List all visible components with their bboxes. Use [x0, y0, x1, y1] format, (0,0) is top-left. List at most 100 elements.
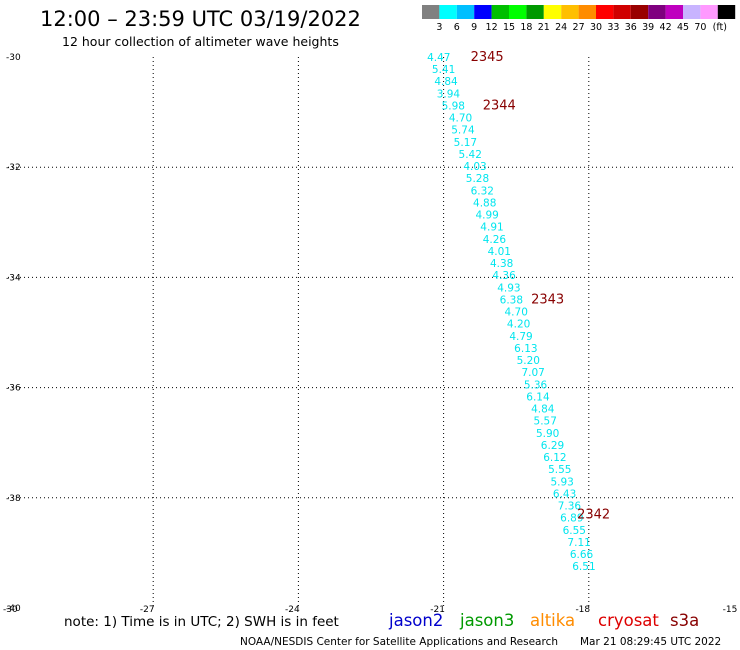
x-tick-label: -18	[575, 605, 590, 615]
y-tick-label: -34	[6, 273, 21, 283]
colorbar-label: 30	[590, 22, 602, 33]
colorbar-label: 3	[436, 22, 442, 33]
wave-height-value: 6.13	[514, 343, 537, 355]
time-labels: 2345 2344 2343 2342	[471, 50, 611, 522]
wave-height-value: 4.01	[488, 246, 511, 258]
wave-height-value: 4.03	[463, 161, 486, 173]
wave-height-value: 6.43	[553, 488, 576, 500]
credit-text: NOAA/NESDIS Center for Satellite Applica…	[240, 636, 558, 648]
wave-height-value: 6.38	[500, 294, 523, 306]
colorbar-label: 27	[573, 22, 585, 33]
wave-height-value: 3.94	[437, 88, 461, 100]
satellite-label: cryosat	[598, 611, 659, 630]
wave-height-value: 5.98	[442, 100, 465, 112]
x-tick-label: -15	[723, 605, 738, 615]
wave-height-value: 4.79	[509, 331, 532, 343]
time-label: 2345	[471, 50, 504, 65]
y-tick-label: -32	[6, 163, 21, 173]
colorbar-label: 42	[660, 22, 672, 33]
satellite-label: altika	[530, 611, 575, 630]
wave-height-value: 5.17	[454, 137, 477, 149]
wave-height-value: 6.12	[543, 452, 566, 464]
colorbar-swatch	[596, 5, 614, 19]
color-scale-bar: 3 6 9 12 15 18 21 24 27 30 33 36 39 42 45 70 (ft)	[422, 5, 736, 33]
wave-height-value: 6.66	[570, 549, 594, 561]
colorbar-label: 36	[625, 22, 637, 33]
colorbar-label: 24	[555, 22, 567, 33]
wave-height-value: 4.70	[449, 113, 472, 125]
wave-height-value: 5.93	[550, 476, 573, 488]
wave-height-value: 4.84	[531, 404, 555, 416]
x-tick-label: -21	[430, 605, 445, 615]
wave-height-value: 5.20	[517, 355, 540, 367]
colorbar-label: 15	[503, 22, 515, 33]
colorbar-swatch	[561, 5, 579, 19]
colorbar-label: 39	[642, 22, 654, 33]
grid-lines	[8, 57, 734, 608]
wave-height-value: 4.99	[475, 210, 498, 222]
x-tick-label: -27	[140, 605, 155, 615]
colorbar-swatch	[683, 5, 701, 19]
time-label: 2344	[483, 98, 516, 113]
colorbar-unit: (ft)	[713, 22, 727, 33]
colorbar-swatch	[439, 5, 457, 19]
time-label: 2342	[577, 507, 610, 522]
wave-height-value: 5.55	[548, 464, 571, 476]
wave-height-value: 5.28	[466, 173, 489, 185]
colorbar-swatch	[456, 5, 475, 19]
colorbar-swatch	[613, 5, 631, 19]
colorbar-swatch	[526, 5, 544, 19]
x-tick-label: -24	[285, 605, 300, 615]
colorbar-swatch	[422, 5, 440, 19]
wave-height-value: 7.11	[567, 537, 590, 549]
wave-height-value: 6.14	[526, 391, 550, 403]
wave-height-value: 4.38	[490, 258, 513, 270]
satellite-legend: jason2 jason3 altika cryosat s3a	[388, 611, 699, 630]
wave-height-value: 5.74	[451, 125, 475, 137]
wave-height-value: 6.55	[563, 525, 586, 537]
colorbar-swatch	[648, 5, 666, 19]
colorbar-swatch	[717, 5, 736, 19]
wave-height-points: 4.475.414.843.945.984.705.745.175.424.03…	[427, 52, 596, 573]
wave-height-value: 4.36	[492, 270, 516, 282]
colorbar-label: 21	[538, 22, 550, 33]
colorbar-label: 33	[607, 22, 619, 33]
x-tick-label: -30	[3, 605, 18, 615]
y-tick-label: -36	[6, 384, 21, 394]
wave-height-value: 4.70	[505, 307, 528, 319]
wave-height-value: 6.29	[541, 440, 564, 452]
time-label: 2343	[531, 292, 564, 307]
chart-subtitle: 12 hour collection of altimeter wave hei…	[62, 34, 339, 49]
wave-height-value: 5.57	[534, 416, 557, 428]
timestamp-text: Mar 21 08:29:45 UTC 2022	[580, 636, 721, 648]
wave-height-value: 5.41	[432, 64, 455, 76]
colorbar-swatch	[700, 5, 718, 19]
satellite-label: jason3	[459, 611, 514, 630]
colorbar-swatch	[665, 5, 683, 19]
wave-height-value: 5.36	[524, 379, 548, 391]
axis-ticks: -30-32-34-36-38-40-30 -27 -24 -21 -18 -15	[3, 53, 737, 615]
colorbar-swatch	[491, 5, 509, 19]
wave-height-value: 4.20	[507, 319, 530, 331]
wave-height-value: 6.89	[560, 513, 583, 525]
colorbar-label: 18	[520, 22, 532, 33]
colorbar-label: 6	[454, 22, 460, 33]
colorbar-swatch	[509, 5, 527, 19]
satellite-label: s3a	[670, 611, 699, 630]
y-tick-label: -38	[6, 494, 21, 504]
colorbar-swatch	[578, 5, 596, 19]
wave-height-value: 6.51	[572, 561, 595, 573]
colorbar-swatch	[543, 5, 562, 19]
colorbar-swatch	[630, 5, 649, 19]
wave-height-value: 4.91	[480, 222, 503, 234]
wave-height-value: 5.90	[536, 428, 559, 440]
wave-height-value: 5.42	[459, 149, 482, 161]
y-tick-label: -40	[6, 604, 21, 614]
wave-height-value: 7.07	[521, 367, 544, 379]
chart-title: 12:00 – 23:59 UTC 03/19/2022	[40, 7, 361, 31]
colorbar-label: 9	[471, 22, 477, 33]
y-tick-label: -30	[6, 53, 21, 63]
colorbar-label: 12	[486, 22, 498, 33]
wave-height-value: 4.26	[483, 234, 507, 246]
